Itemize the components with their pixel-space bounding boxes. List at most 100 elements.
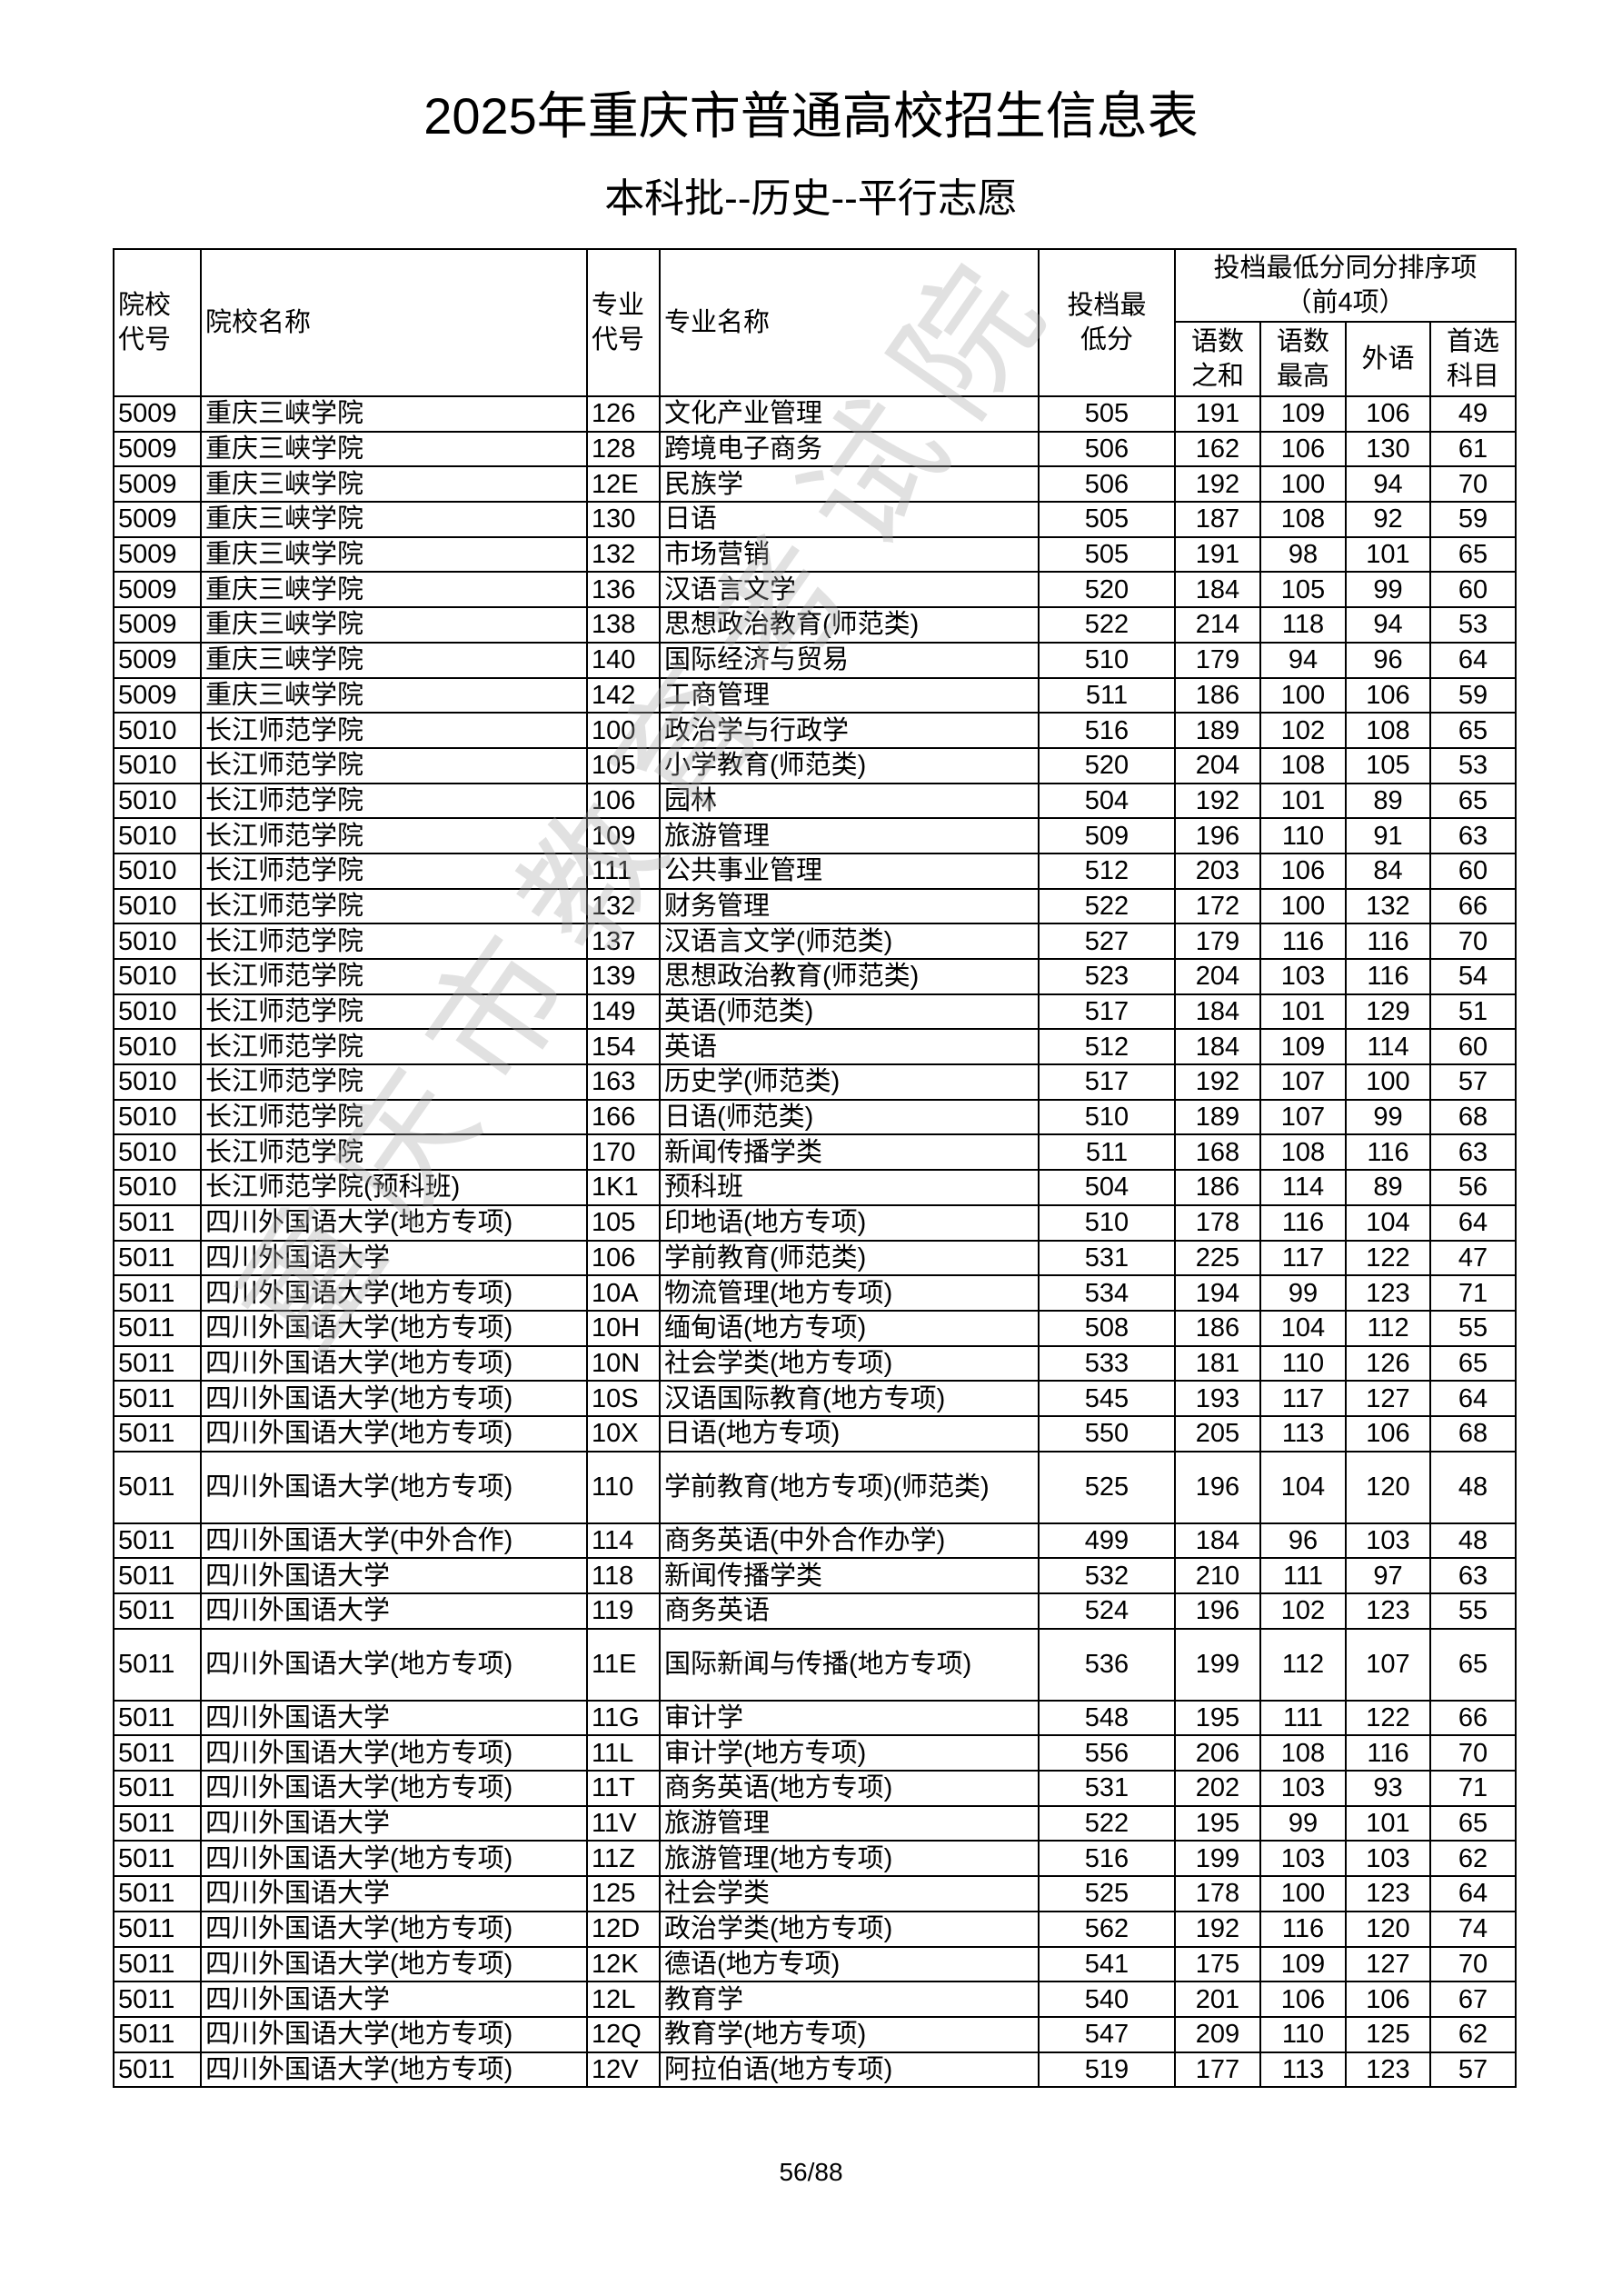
cell-first-subject: 65 xyxy=(1428,782,1518,820)
cell-school-name: 四川外国语大学(地方专项) xyxy=(200,1840,588,1878)
cell-foreign-lang: 99 xyxy=(1345,571,1431,609)
table-row: 5011 四川外国语大学(地方专项) 110 学前教育(地方专项)(师范类) 525 19… xyxy=(113,1450,1518,1524)
cell-major-name: 新闻传播学类 xyxy=(659,1133,1040,1172)
cell-first-subject: 64 xyxy=(1428,641,1518,679)
cell-major-code: 106 xyxy=(586,782,661,820)
cell-school-code: 5010 xyxy=(113,923,202,960)
cell-school-code: 5009 xyxy=(113,606,202,644)
cell-chn-math-sum: 186 xyxy=(1174,1309,1261,1347)
header-school-code: 院校代号 xyxy=(113,248,202,397)
cell-min-score: 510 xyxy=(1038,1098,1176,1136)
cell-major-name: 财务管理 xyxy=(659,887,1040,925)
cell-chn-math-max: 108 xyxy=(1259,746,1347,784)
cell-school-name: 重庆三峡学院 xyxy=(200,501,588,538)
cell-chn-math-max: 108 xyxy=(1259,501,1347,538)
cell-major-code: 12L xyxy=(586,1981,661,2018)
cell-school-code: 5009 xyxy=(113,395,202,433)
cell-school-name: 四川外国语大学(地方专项) xyxy=(200,1450,588,1524)
cell-major-code: 154 xyxy=(586,1028,661,1066)
cell-first-subject: 68 xyxy=(1428,1098,1518,1136)
cell-foreign-lang: 106 xyxy=(1345,395,1431,433)
cell-first-subject: 61 xyxy=(1428,430,1518,468)
cell-school-code: 5011 xyxy=(113,1557,202,1594)
cell-min-score: 511 xyxy=(1038,1133,1176,1172)
cell-major-code: 130 xyxy=(586,501,661,538)
cell-school-name: 四川外国语大学(地方专项) xyxy=(200,1274,588,1312)
cell-chn-math-max: 111 xyxy=(1259,1699,1347,1737)
cell-min-score: 525 xyxy=(1038,1450,1176,1524)
cell-major-name: 思想政治教育(师范类) xyxy=(659,606,1040,644)
cell-school-name: 四川外国语大学(地方专项) xyxy=(200,1770,588,1807)
cell-major-name: 印地语(地方专项) xyxy=(659,1203,1040,1242)
table-row: 5011 四川外国语大学(地方专项) 12Q 教育学(地方专项) 547 209 110 12… xyxy=(113,2015,1518,2053)
cell-major-code: 12Q xyxy=(586,2015,661,2053)
cell-chn-math-sum: 184 xyxy=(1174,571,1261,609)
cell-foreign-lang: 123 xyxy=(1345,1274,1431,1312)
cell-school-code: 5010 xyxy=(113,1098,202,1136)
cell-chn-math-sum: 179 xyxy=(1174,641,1261,679)
cell-min-score: 531 xyxy=(1038,1239,1176,1277)
cell-school-code: 5011 xyxy=(113,1592,202,1630)
cell-chn-math-sum: 181 xyxy=(1174,1344,1261,1383)
table-row: 5009 重庆三峡学院 12E 民族学 506 192 100 94 70 xyxy=(113,465,1518,504)
cell-school-name: 长江师范学院 xyxy=(200,852,588,890)
cell-first-subject: 70 xyxy=(1428,465,1518,504)
cell-min-score: 548 xyxy=(1038,1699,1176,1737)
table-row: 5010 长江师范学院 154 英语 512 184 109 114 60 xyxy=(113,1028,1518,1066)
cell-chn-math-sum: 195 xyxy=(1174,1804,1261,1842)
cell-chn-math-sum: 191 xyxy=(1174,535,1261,574)
table-row: 5011 四川外国语大学(地方专项) 105 印地语(地方专项) 510 178 116 10… xyxy=(113,1203,1518,1242)
cell-first-subject: 65 xyxy=(1428,712,1518,749)
cell-min-score: 516 xyxy=(1038,1840,1176,1878)
cell-first-subject: 65 xyxy=(1428,1804,1518,1842)
cell-school-name: 四川外国语大学(地方专项) xyxy=(200,1203,588,1242)
cell-min-score: 504 xyxy=(1038,1169,1176,1206)
header-chn-math-sum: 语数之和 xyxy=(1174,321,1261,397)
cell-foreign-lang: 108 xyxy=(1345,712,1431,749)
cell-major-name: 新闻传播学类 xyxy=(659,1557,1040,1594)
header-min-score: 投档最低分 xyxy=(1038,248,1176,397)
cell-foreign-lang: 126 xyxy=(1345,1344,1431,1383)
cell-school-code: 5009 xyxy=(113,641,202,679)
cell-foreign-lang: 122 xyxy=(1345,1699,1431,1737)
cell-chn-math-max: 117 xyxy=(1259,1380,1347,1417)
table-row: 5009 重庆三峡学院 140 国际经济与贸易 510 179 94 96 64 xyxy=(113,641,1518,679)
cell-school-name: 长江师范学院 xyxy=(200,782,588,820)
cell-first-subject: 60 xyxy=(1428,571,1518,609)
cell-chn-math-max: 109 xyxy=(1259,1028,1347,1066)
cell-school-code: 5010 xyxy=(113,817,202,854)
cell-chn-math-sum: 178 xyxy=(1174,1875,1261,1912)
cell-major-code: 110 xyxy=(586,1450,661,1524)
cell-school-name: 重庆三峡学院 xyxy=(200,535,588,574)
cell-foreign-lang: 91 xyxy=(1345,817,1431,854)
cell-min-score: 540 xyxy=(1038,1981,1176,2018)
cell-chn-math-max: 106 xyxy=(1259,1981,1347,2018)
header-school-name: 院校名称 xyxy=(200,248,588,397)
cell-school-name: 重庆三峡学院 xyxy=(200,641,588,679)
cell-chn-math-sum: 193 xyxy=(1174,1380,1261,1417)
cell-major-name: 审计学(地方专项) xyxy=(659,1734,1040,1772)
cell-major-code: 10H xyxy=(586,1309,661,1347)
cell-school-code: 5011 xyxy=(113,1309,202,1347)
cell-chn-math-sum: 204 xyxy=(1174,746,1261,784)
cell-school-name: 长江师范学院 xyxy=(200,1133,588,1172)
cell-min-score: 520 xyxy=(1038,571,1176,609)
table-row: 5011 四川外国语大学(地方专项) 10S 汉语国际教育(地方专项) 545 193 11… xyxy=(113,1380,1518,1417)
cell-chn-math-max: 113 xyxy=(1259,2051,1347,2089)
cell-min-score: 547 xyxy=(1038,2015,1176,2053)
cell-first-subject: 64 xyxy=(1428,1380,1518,1417)
cell-chn-math-max: 100 xyxy=(1259,887,1347,925)
table-row: 5011 四川外国语大学 12L 教育学 540 201 106 106 67 xyxy=(113,1981,1518,2018)
cell-school-name: 四川外国语大学(地方专项) xyxy=(200,1734,588,1772)
admission-table: 院校代号 院校名称 专业代号 专业名称 投档最低分 投档最低分同分排序项（前4项… xyxy=(113,248,1518,2089)
cell-chn-math-max: 109 xyxy=(1259,395,1347,433)
header-major-name: 专业名称 xyxy=(659,248,1040,397)
cell-first-subject: 59 xyxy=(1428,676,1518,714)
cell-major-code: 10N xyxy=(586,1344,661,1383)
cell-school-code: 5011 xyxy=(113,1203,202,1242)
cell-first-subject: 47 xyxy=(1428,1239,1518,1277)
cell-major-code: 139 xyxy=(586,958,661,995)
table-row: 5009 重庆三峡学院 126 文化产业管理 505 191 109 106 49 xyxy=(113,395,1518,433)
cell-first-subject: 65 xyxy=(1428,1627,1518,1702)
cell-chn-math-max: 100 xyxy=(1259,465,1347,504)
